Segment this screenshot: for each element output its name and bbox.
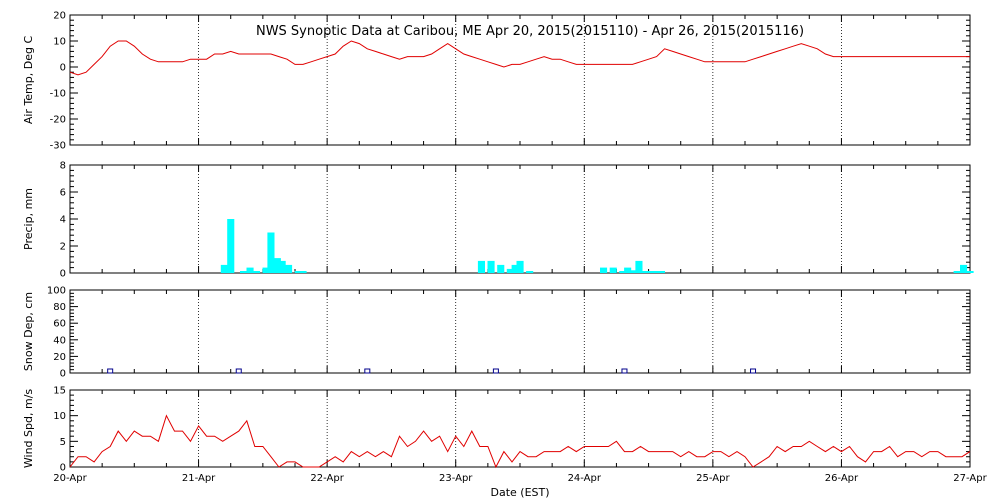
precip-bar bbox=[240, 271, 248, 273]
precip-bar bbox=[953, 271, 961, 273]
precip-bar bbox=[511, 264, 519, 273]
precip-bar bbox=[624, 267, 632, 273]
y-tick-label: 5 bbox=[60, 437, 66, 448]
x-tick-label: 27-Apr bbox=[953, 473, 987, 484]
y-tick-label: -30 bbox=[50, 141, 66, 152]
y-tick-label: 20 bbox=[53, 11, 66, 22]
precip-bar bbox=[619, 271, 627, 273]
y-tick-label: 80 bbox=[53, 302, 66, 313]
precip-bar bbox=[640, 271, 648, 273]
precip-bar bbox=[299, 271, 307, 273]
precip-bar bbox=[960, 264, 968, 273]
panel-frame bbox=[69, 164, 971, 274]
x-tick-label: 24-Apr bbox=[568, 473, 602, 484]
x-tick-label: 22-Apr bbox=[310, 473, 344, 484]
precip-bar bbox=[487, 260, 495, 273]
x-tick-label: 20-Apr bbox=[53, 473, 87, 484]
precip-bar bbox=[657, 271, 665, 273]
x-axis-label: Date (EST) bbox=[490, 486, 549, 499]
precip-bar bbox=[600, 267, 608, 273]
snow-depth-marker bbox=[364, 368, 371, 374]
y-axis-label: Wind Spd, m/s bbox=[22, 389, 35, 469]
panel-2: 8 6 4 2 0 Precip, mm bbox=[22, 161, 974, 280]
y-axis-label: Precip, mm bbox=[22, 188, 35, 250]
y-tick-label: 0 bbox=[60, 63, 66, 74]
y-tick-label: 8 bbox=[60, 161, 66, 172]
precip-bar bbox=[651, 271, 659, 273]
precip-bar bbox=[477, 260, 485, 273]
panel-1: 20 10 0 -10 -20 -30 Air Temp, Deg C bbox=[22, 11, 971, 152]
precip-bar bbox=[516, 260, 524, 273]
y-tick-label: 10 bbox=[53, 37, 66, 48]
snow-depth-marker bbox=[492, 368, 499, 374]
y-tick-label: 6 bbox=[60, 188, 66, 199]
snow-depth-marker bbox=[107, 368, 114, 374]
precip-bar bbox=[526, 271, 534, 273]
y-tick-label: 40 bbox=[53, 335, 66, 346]
precip-bar bbox=[629, 270, 637, 273]
x-tick-label: 23-Apr bbox=[439, 473, 473, 484]
precip-bar bbox=[966, 271, 974, 273]
series-line bbox=[69, 40, 970, 76]
precip-bar bbox=[497, 264, 505, 273]
y-tick-label: 100 bbox=[47, 286, 66, 297]
y-tick-label: 20 bbox=[53, 352, 66, 363]
precip-bar bbox=[267, 232, 275, 273]
y-tick-label: 4 bbox=[60, 215, 66, 226]
chart-title: NWS Synoptic Data at Caribou, ME Apr 20,… bbox=[256, 24, 804, 39]
precip-bar bbox=[609, 267, 617, 273]
series-line bbox=[69, 414, 971, 469]
snow-depth-marker bbox=[750, 368, 757, 374]
precip-bar bbox=[506, 268, 514, 273]
y-tick-label: 0 bbox=[60, 269, 66, 280]
snow-depth-marker bbox=[621, 368, 628, 374]
y-tick-label: -20 bbox=[50, 115, 66, 126]
x-tick-label: 21-Apr bbox=[182, 473, 216, 484]
precip-bar bbox=[246, 267, 254, 273]
precip-bar bbox=[635, 260, 643, 273]
x-tick-label: 25-Apr bbox=[696, 473, 730, 484]
y-axis-label: Air Temp, Deg C bbox=[22, 36, 35, 125]
snow-depth-marker bbox=[235, 368, 242, 374]
panel-frame bbox=[69, 289, 971, 374]
y-tick-label: 60 bbox=[53, 319, 66, 330]
y-tick-label: 2 bbox=[60, 242, 66, 253]
y-tick-label: 0 bbox=[60, 463, 66, 474]
y-tick-label: -10 bbox=[50, 89, 66, 100]
panel-4: 15 10 5 0 Wind Spd, m/s 20-Apr 21-Apr 22-Apr 23-… bbox=[22, 386, 988, 485]
y-tick-label: 0 bbox=[60, 369, 66, 380]
precip-bar bbox=[252, 271, 260, 273]
precip-bar bbox=[273, 258, 281, 273]
x-tick-label: 26-Apr bbox=[825, 473, 859, 484]
panel-3: 100 80 60 40 20 0 Snow Dep, cm bbox=[22, 286, 971, 380]
y-axis-label: Snow Dep, cm bbox=[22, 292, 35, 371]
precip-bar bbox=[278, 260, 286, 273]
precip-bar bbox=[220, 264, 228, 273]
precip-bar bbox=[262, 267, 270, 273]
precip-bar bbox=[227, 219, 235, 273]
y-tick-label: 10 bbox=[53, 411, 66, 422]
panel-frame bbox=[69, 389, 971, 468]
y-tick-label: 15 bbox=[53, 386, 66, 397]
precip-bar bbox=[294, 271, 302, 273]
precip-bar bbox=[645, 271, 653, 273]
precip-bar bbox=[285, 264, 293, 273]
